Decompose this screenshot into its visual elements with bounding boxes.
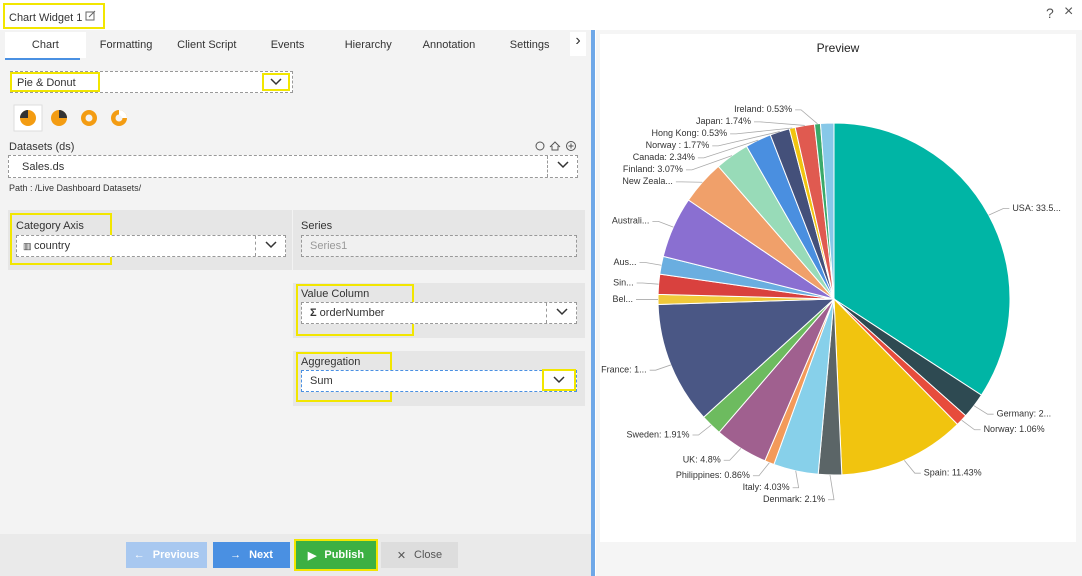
leader-line (904, 460, 921, 474)
dataset-toggle[interactable] (547, 156, 577, 177)
slice-label: Bel... (612, 294, 633, 304)
leader-line (730, 127, 793, 135)
slice-label: Denmark: 2.1% (763, 494, 825, 504)
pie-chart: USA: 33.5... Germany: 2... Norway: 1.06% Sp… (601, 104, 1061, 504)
aggregation-label: Aggregation (301, 356, 361, 368)
close-button[interactable]: ✕ Close (381, 542, 458, 568)
previous-button[interactable]: ← Previous (126, 542, 207, 568)
tab[interactable]: Hierarchy (344, 39, 392, 51)
slice-label: Sin... (613, 277, 634, 287)
slice-label: New Zeala... (622, 176, 673, 186)
value-toggle[interactable] (546, 303, 576, 323)
pie-variants (13, 104, 127, 132)
header (0, 0, 1082, 30)
slice-label: Norway: 1.06% (984, 424, 1045, 434)
aggregation-select[interactable]: Sum (301, 370, 577, 392)
tab[interactable]: Settings (509, 39, 550, 51)
dataset-select[interactable] (8, 155, 578, 178)
leader-line (652, 220, 674, 228)
slice-label: Norway : 1.77% (646, 140, 710, 150)
slice-label: France: 1... (601, 365, 647, 375)
pie-slice (819, 122, 835, 300)
slice-label: Japan: 1.74% (696, 116, 751, 126)
tab[interactable]: Events (270, 39, 305, 51)
dataset-path: Path : /Live Dashboard Datasets/ (9, 183, 142, 193)
slice-label: Philippines: 0.86% (676, 470, 750, 480)
splitter[interactable] (591, 30, 595, 576)
slice-label: Finland: 3.07% (623, 164, 683, 174)
leader-line (961, 419, 981, 431)
preview-title: Preview (816, 41, 860, 55)
leader-line (753, 121, 805, 126)
next-button[interactable]: → Next (213, 542, 290, 568)
active-tab-indicator (5, 58, 80, 60)
category-toggle[interactable] (255, 236, 285, 256)
leader-line (828, 474, 835, 501)
series-select[interactable]: Series1 (301, 235, 577, 257)
widget-title: Chart Widget 1 (9, 12, 83, 24)
tab[interactable]: Annotation (422, 39, 476, 51)
tab[interactable]: Formatting (99, 39, 153, 51)
dataset-actions[interactable] (534, 139, 578, 153)
chart-type-toggle[interactable] (262, 73, 290, 91)
leader-line (639, 262, 662, 266)
slice-label: Ireland: 0.53% (734, 104, 792, 114)
tab-bar: Chart Formatting Client Script Events Hierar… (5, 32, 570, 58)
value-column-label: Value Column (301, 288, 370, 300)
tab[interactable]: Chart (5, 32, 86, 58)
leader-line (712, 131, 780, 147)
edit-icon[interactable] (85, 10, 96, 21)
slice-label: Australi... (612, 216, 650, 226)
slice-label: Germany: 2... (997, 409, 1052, 419)
slice-label: Spain: 11.43% (924, 468, 982, 478)
leader-line (636, 282, 659, 285)
close-icon[interactable]: × (1064, 3, 1074, 20)
leader-line (692, 424, 712, 436)
chart-type-value: Pie & Donut (10, 72, 100, 92)
leader-line (723, 448, 742, 461)
slice-label: Italy: 4.03% (743, 482, 790, 492)
leader-line (685, 155, 733, 171)
widget-title-box[interactable]: Chart Widget 1 (3, 3, 105, 29)
tab-scroll[interactable]: › (570, 32, 586, 56)
slice-label: USA: 33.5... (1012, 203, 1061, 213)
leader-line (988, 208, 1010, 216)
slice-label: Hong Kong: 0.53% (652, 128, 728, 138)
publish-button[interactable]: ▶ Publish (294, 539, 378, 571)
slice-label: UK: 4.8% (683, 455, 721, 465)
slice-label: Canada: 2.34% (633, 152, 695, 162)
category-axis-select[interactable]: ▥ country (16, 235, 286, 257)
aggregation-toggle[interactable] (542, 369, 576, 391)
series-label: Series (301, 220, 333, 232)
slice-label: Aus... (613, 257, 636, 267)
leader-line (792, 470, 800, 489)
category-axis-label: Category Axis (16, 220, 84, 232)
pie-slice (833, 297, 959, 476)
leader-line (973, 405, 994, 415)
leader-line (795, 109, 818, 125)
value-column-select[interactable]: Σ orderNumber (301, 302, 577, 324)
slice-label: Sweden: 1.91% (626, 429, 689, 439)
leader-line (752, 462, 770, 477)
help-icon[interactable]: ? (1046, 5, 1054, 21)
dataset-value: Sales.ds (22, 161, 65, 173)
leader-line (649, 364, 671, 371)
tab[interactable]: Client Script (177, 39, 237, 51)
leader-line (697, 139, 759, 159)
datasets-label: Datasets (ds) (9, 141, 75, 153)
